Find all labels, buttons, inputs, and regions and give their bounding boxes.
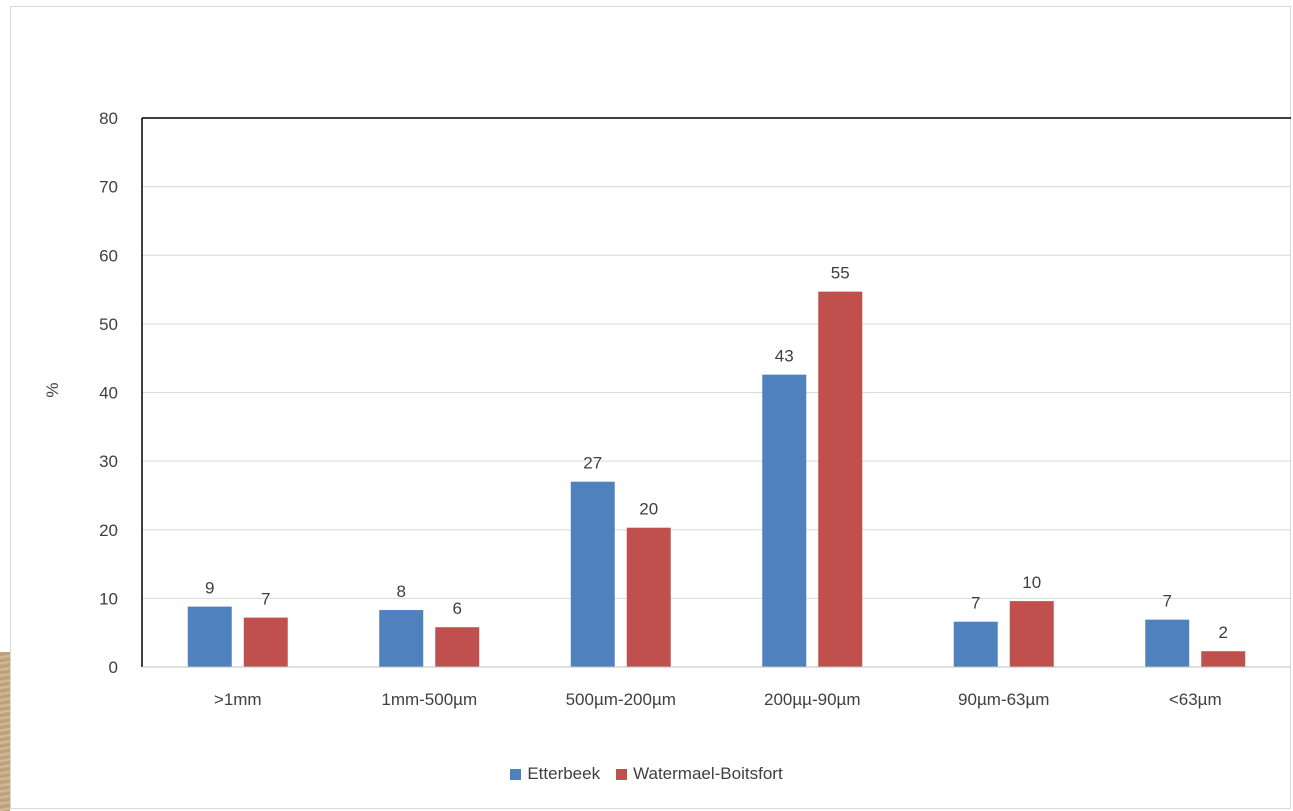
background-edge-texture xyxy=(0,652,10,811)
data-label: 9 xyxy=(205,579,214,598)
data-label: 7 xyxy=(261,590,270,609)
bar-etterbeek-1 xyxy=(379,610,424,667)
legend-swatch-etterbeek xyxy=(510,768,522,780)
bar-watermael-boitsfort-2 xyxy=(626,527,671,667)
bar-etterbeek-4 xyxy=(953,621,998,667)
legend-label-etterbeek: Etterbeek xyxy=(527,764,601,783)
y-axis-label: % xyxy=(43,382,62,397)
bar-etterbeek-5 xyxy=(1145,619,1190,667)
bar-watermael-boitsfort-5 xyxy=(1201,651,1246,667)
y-tick-label: 20 xyxy=(99,521,118,540)
data-label: 7 xyxy=(971,594,980,613)
legend: Etterbeek Watermael-Boitsfort xyxy=(0,764,1293,784)
data-label: 20 xyxy=(639,500,658,519)
bar-watermael-boitsfort-3 xyxy=(818,291,863,667)
data-label: 10 xyxy=(1022,573,1041,592)
data-label: 6 xyxy=(453,599,462,618)
data-labels: 9 7 8 6 27 20 43 55 7 10 7 2 xyxy=(205,264,1228,643)
axes: 0 10 20 30 40 50 60 70 80 >1mm 1mm-500µm 500µm-200µ… xyxy=(99,109,1291,709)
data-label: 7 xyxy=(1163,592,1172,611)
legend-item-etterbeek: Etterbeek xyxy=(510,764,600,784)
y-tick-label: 80 xyxy=(99,109,118,128)
bar-etterbeek-3 xyxy=(762,374,807,667)
y-tick-label: 0 xyxy=(109,658,118,677)
legend-label-watermael-boitsfort: Watermael-Boitsfort xyxy=(633,764,783,783)
y-tick-label: 50 xyxy=(99,315,118,334)
bar-watermael-boitsfort-0 xyxy=(243,617,288,667)
legend-item-watermael-boitsfort: Watermael-Boitsfort xyxy=(616,764,783,784)
data-label: 27 xyxy=(583,454,602,473)
bar-etterbeek-2 xyxy=(570,481,615,667)
x-tick-label: 90µm-63µm xyxy=(958,690,1049,709)
data-label: 55 xyxy=(831,264,850,283)
y-tick-label: 10 xyxy=(99,589,118,608)
y-tick-label: 30 xyxy=(99,452,118,471)
x-tick-label: <63µm xyxy=(1169,690,1222,709)
x-tick-label: 200µµ-90µm xyxy=(764,690,860,709)
chart-frame xyxy=(10,6,1291,809)
bar-etterbeek-0 xyxy=(187,606,232,667)
y-tick-label: 70 xyxy=(99,178,118,197)
bar-watermael-boitsfort-4 xyxy=(1009,601,1054,667)
legend-swatch-watermael-boitsfort xyxy=(616,768,628,780)
x-tick-label: >1mm xyxy=(214,690,262,709)
y-tick-label: 60 xyxy=(99,246,118,265)
data-label: 2 xyxy=(1219,623,1228,642)
data-label: 43 xyxy=(775,347,794,366)
x-tick-label: 500µm-200µm xyxy=(566,690,676,709)
x-tick-label: 1mm-500µm xyxy=(381,690,477,709)
y-tick-label: 40 xyxy=(99,384,118,403)
bar-watermael-boitsfort-1 xyxy=(435,627,480,667)
data-label: 8 xyxy=(397,582,406,601)
gridlines xyxy=(142,186,1291,599)
bars xyxy=(187,291,1246,667)
